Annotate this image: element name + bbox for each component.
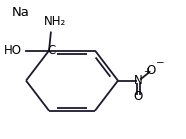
Text: N: N [134, 74, 143, 87]
Text: C: C [47, 44, 56, 57]
Text: NH₂: NH₂ [43, 15, 66, 28]
Text: Na: Na [11, 6, 29, 19]
Text: O: O [134, 90, 143, 103]
Text: HO: HO [4, 44, 22, 57]
Text: −: − [156, 58, 164, 68]
Text: O: O [146, 64, 156, 77]
Text: +: + [143, 67, 150, 76]
